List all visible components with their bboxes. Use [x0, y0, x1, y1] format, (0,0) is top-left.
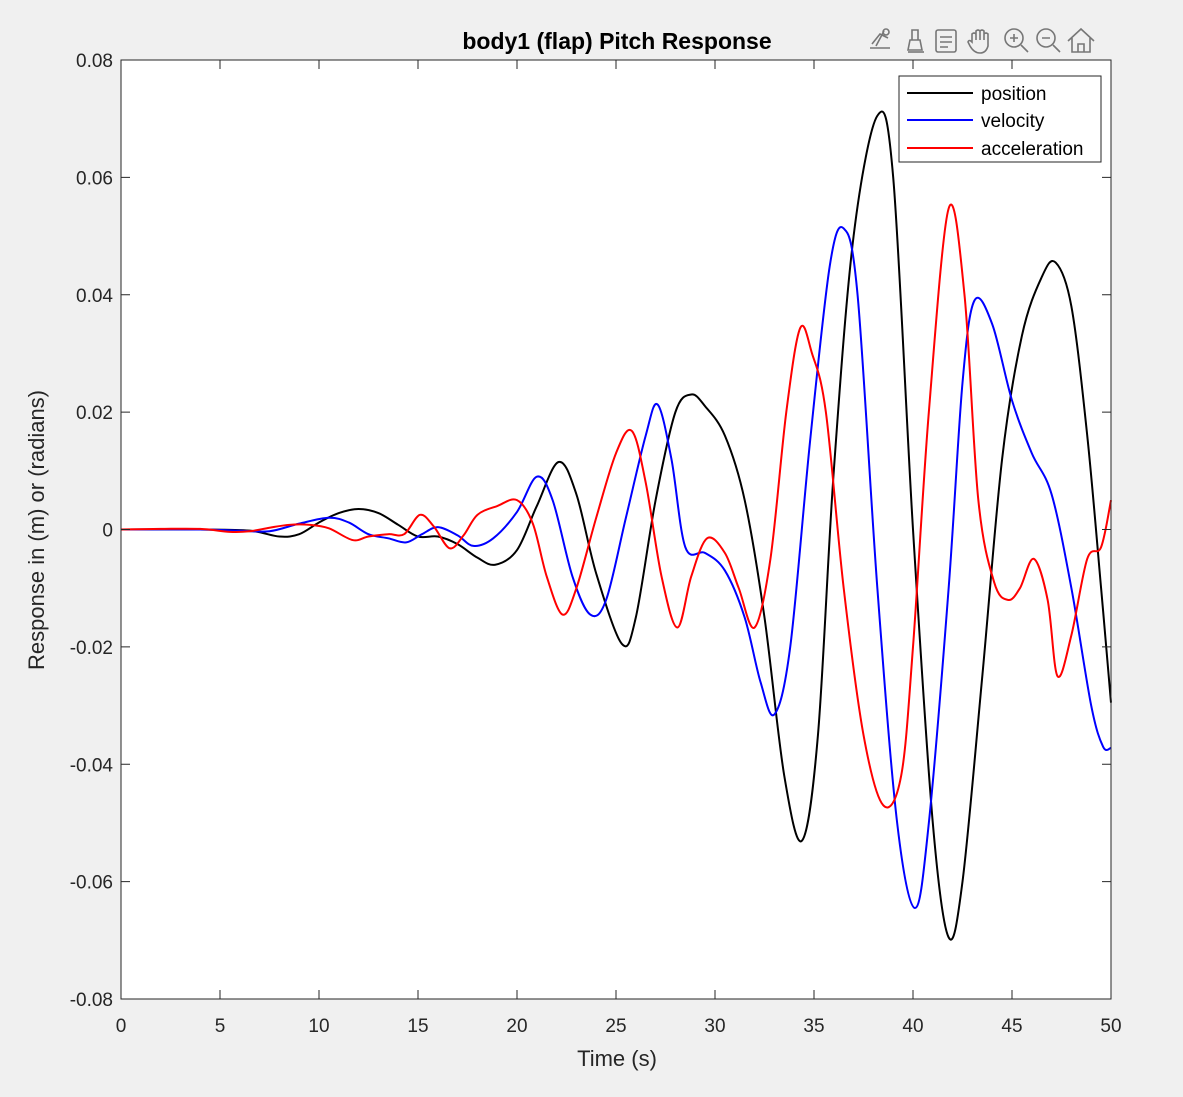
y-tick-label: -0.02 [70, 638, 113, 659]
y-tick-label: 0.06 [76, 168, 113, 189]
y-axis-ticks: -0.08 -0.06 -0.04 -0.02 0 0.02 0.04 0.06 0.08 [70, 51, 1111, 1011]
x-tick-label: 15 [407, 1016, 428, 1037]
series-line-acceleration [120, 203, 1112, 809]
brush-icon[interactable] [900, 26, 930, 56]
plot-area [121, 60, 1111, 999]
y-tick-label: 0 [102, 521, 113, 542]
y-tick-label: 0.04 [76, 286, 113, 307]
pan-hand-icon[interactable] [966, 26, 996, 56]
y-tick-label: -0.04 [70, 755, 114, 776]
x-tick-label: 40 [902, 1016, 923, 1037]
x-axis-label: Time (s) [577, 1046, 657, 1071]
y-axis-label: Response in (m) or (radians) [24, 390, 49, 670]
series-line-velocity [120, 226, 1112, 910]
y-tick-label: -0.06 [70, 873, 113, 894]
x-axis-ticks: 0 5 10 15 20 25 30 35 40 45 50 [116, 60, 1122, 1037]
x-tick-label: 50 [1100, 1016, 1121, 1037]
x-tick-label: 0 [116, 1016, 127, 1037]
legend-label-velocity: velocity [981, 111, 1045, 132]
series-layer [120, 110, 1112, 941]
axes-toolbar [866, 22, 1112, 58]
link-data-icon[interactable] [932, 26, 962, 56]
x-tick-label: 25 [605, 1016, 626, 1037]
x-tick-label: 5 [215, 1016, 226, 1037]
x-tick-label: 20 [506, 1016, 527, 1037]
series-line-position [120, 110, 1112, 941]
x-tick-label: 10 [308, 1016, 329, 1037]
home-icon[interactable] [1064, 26, 1098, 56]
x-tick-label: 30 [704, 1016, 725, 1037]
legend-label-acceleration: acceleration [981, 139, 1083, 160]
x-tick-label: 45 [1001, 1016, 1022, 1037]
chart-title: body1 (flap) Pitch Response [462, 28, 771, 54]
legend-label-position: position [981, 84, 1047, 105]
y-tick-label: -0.08 [70, 990, 113, 1011]
x-tick-label: 35 [803, 1016, 824, 1037]
data-tips-icon[interactable] [866, 26, 896, 56]
y-tick-label: 0.02 [76, 403, 113, 424]
zoom-out-icon[interactable] [1032, 26, 1062, 56]
zoom-in-icon[interactable] [1000, 26, 1030, 56]
y-tick-label: 0.08 [76, 51, 113, 72]
legend[interactable]: position velocity acceleration [898, 75, 1102, 163]
